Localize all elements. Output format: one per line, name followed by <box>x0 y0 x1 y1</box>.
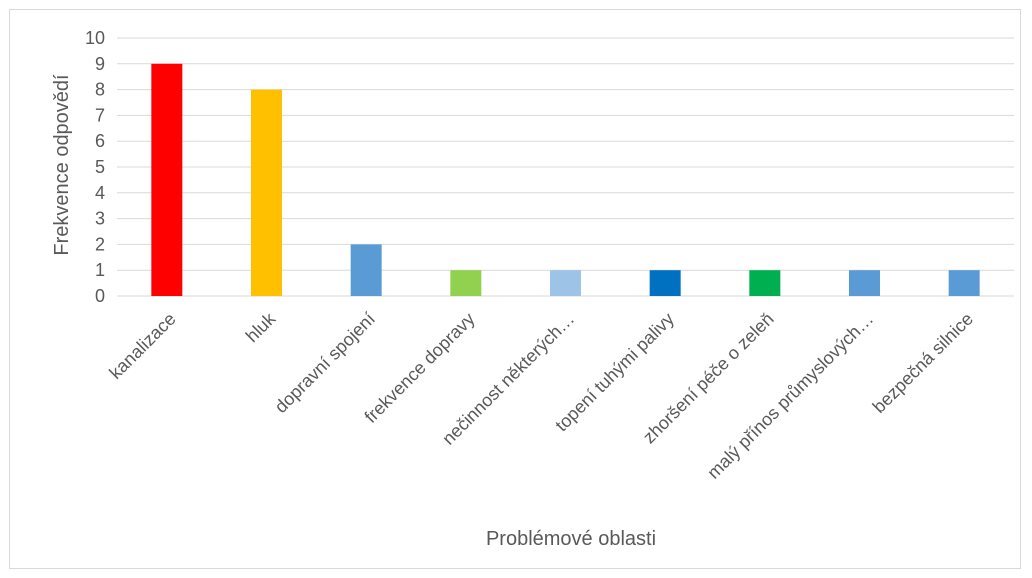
bar <box>849 270 880 296</box>
bar <box>948 270 980 296</box>
y-tick-label: 4 <box>95 183 105 203</box>
x-axis-label: Problémové oblasti <box>486 528 656 550</box>
y-tick-label: 0 <box>95 286 105 306</box>
x-tick-label: hluk <box>242 308 280 346</box>
y-tick-label: 8 <box>95 80 105 100</box>
y-tick-label: 9 <box>95 54 105 74</box>
chart-container: 0 1 2 3 4 5 6 7 8 9 10 kanalizace hluk dopravní spoj… <box>9 9 1021 569</box>
y-tick-label: 10 <box>85 28 105 48</box>
bar <box>450 270 482 296</box>
x-tick-label: frekvence dopravy <box>361 309 479 427</box>
x-tick-label: malý přínos průmyslových… <box>703 309 877 483</box>
x-tick-label: bezpečná silnice <box>869 309 977 417</box>
bar <box>350 244 382 296</box>
y-tick-label: 7 <box>95 105 105 125</box>
bar <box>749 270 781 296</box>
x-tick-label: dopravní spojení <box>271 309 379 417</box>
y-tick-label: 3 <box>95 209 105 229</box>
bars <box>151 63 980 296</box>
bar <box>649 270 681 296</box>
bar <box>550 270 581 296</box>
bar <box>251 89 282 296</box>
x-tick-label: kanalizace <box>105 309 179 383</box>
y-tick-labels: 0 1 2 3 4 5 6 7 8 9 10 <box>85 28 105 306</box>
y-tick-label: 2 <box>95 234 105 254</box>
y-tick-label: 6 <box>95 131 105 151</box>
bar <box>151 63 183 296</box>
y-tick-label: 1 <box>95 260 105 280</box>
y-axis-label: Frekvence odpovědí <box>51 74 73 256</box>
y-tick-label: 5 <box>95 157 105 177</box>
